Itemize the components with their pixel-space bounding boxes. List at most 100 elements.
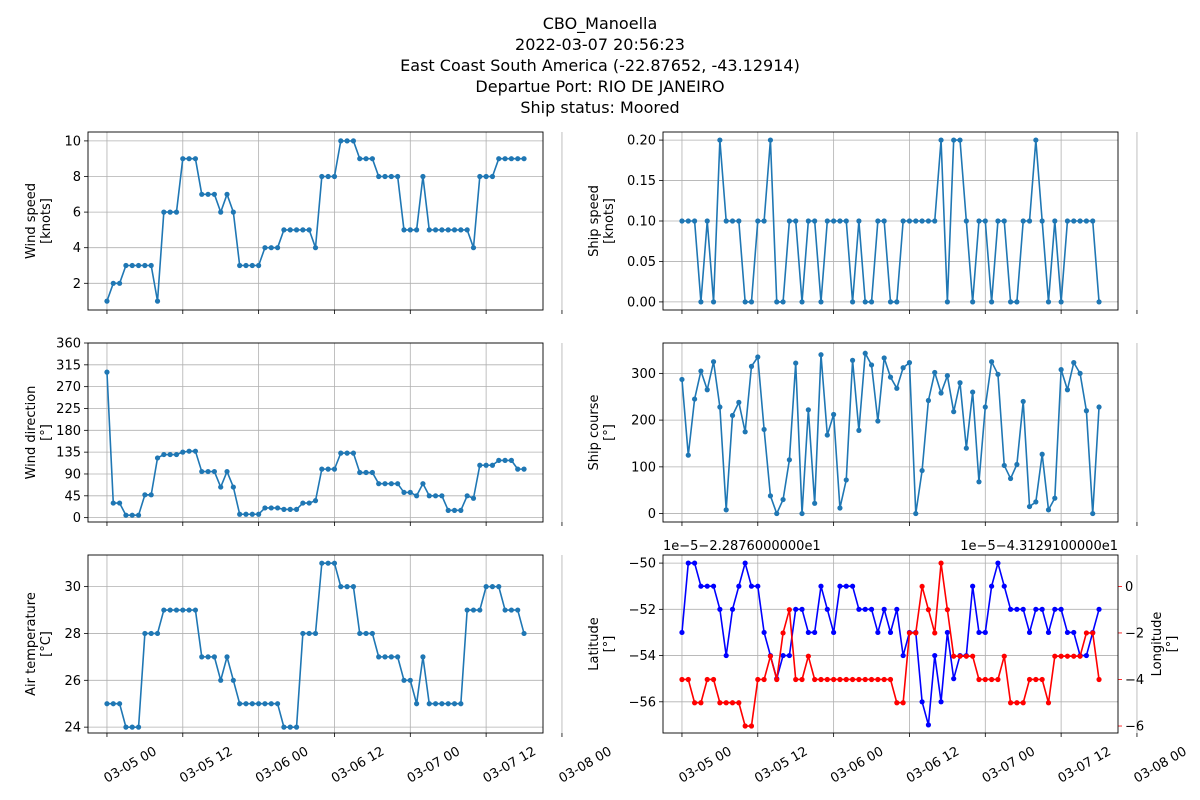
data-point — [710, 676, 717, 683]
data-point — [262, 505, 268, 511]
data-point — [1058, 367, 1064, 373]
y-tick-label: 28 — [64, 627, 81, 642]
data-point — [1007, 475, 1014, 482]
left-ylabel: Ship course [°] — [587, 395, 617, 471]
x-tick-label: 03-07 00 — [405, 744, 463, 786]
data-point — [900, 700, 906, 706]
data-point — [685, 218, 691, 224]
data-point — [331, 173, 338, 180]
data-point — [363, 630, 369, 637]
data-point — [995, 560, 1001, 566]
data-point — [761, 426, 767, 433]
data-point — [957, 137, 963, 143]
x-axis — [106, 522, 563, 526]
data-point — [894, 385, 900, 391]
right-offset-text: 1e−5−4.3129100000e1 — [960, 539, 1118, 554]
data-point — [843, 676, 849, 683]
data-point — [451, 507, 458, 513]
data-point — [938, 699, 944, 705]
data-point — [944, 299, 950, 305]
y-tick-label: 0.20 — [627, 134, 656, 149]
data-point — [982, 629, 988, 636]
ylabel-line-2: [°C] — [39, 631, 54, 657]
data-point — [951, 409, 957, 415]
data-point — [995, 676, 1001, 683]
data-point — [382, 654, 388, 660]
data-point — [1045, 507, 1052, 513]
data-point — [414, 701, 420, 707]
x-tick-label: 03-05 00 — [101, 744, 159, 786]
y-tick-label: 0 — [1125, 580, 1133, 595]
data-point — [1014, 461, 1020, 468]
data-point — [938, 560, 944, 566]
data-point — [818, 352, 824, 358]
data-point — [237, 262, 243, 269]
data-point — [704, 676, 710, 683]
data-point — [154, 298, 161, 304]
data-point — [1007, 606, 1014, 612]
data-point — [736, 218, 742, 224]
data-point — [963, 653, 969, 659]
data-point — [793, 218, 799, 224]
data-point — [439, 227, 445, 233]
data-point — [1001, 462, 1007, 469]
data-point — [1001, 653, 1007, 659]
data-point — [1026, 503, 1033, 510]
data-point — [489, 173, 496, 180]
y-tick-label: 0.00 — [627, 295, 656, 310]
data-point — [142, 492, 148, 498]
data-point — [281, 724, 287, 730]
data-point — [717, 700, 723, 706]
x-tick-label: 03-07 12 — [481, 744, 539, 786]
data-point — [1020, 218, 1026, 224]
title-line-3: East Coast South America (-22.87652, -43… — [400, 56, 800, 75]
data-point — [192, 607, 199, 613]
data-point — [856, 606, 862, 612]
data-point — [502, 457, 508, 463]
data-point — [989, 583, 995, 589]
data-point — [995, 371, 1001, 377]
data-point — [742, 723, 748, 729]
data-point — [489, 584, 496, 590]
ylabel-line-1: Wind direction — [24, 386, 39, 480]
ylabel-line-2: [knots] — [602, 198, 617, 244]
data-point — [395, 654, 401, 660]
data-point — [818, 583, 824, 589]
data-point — [824, 218, 830, 224]
series-line — [681, 562, 1100, 726]
data-point — [812, 629, 818, 636]
data-point — [256, 262, 262, 269]
data-point — [458, 507, 464, 513]
data-point — [382, 481, 388, 487]
y-tick-label: 2 — [73, 277, 81, 292]
title-line-4: Departue Port: RIO DE JANEIRO — [475, 77, 724, 96]
data-point — [477, 607, 483, 613]
data-point — [944, 373, 950, 379]
data-point — [976, 479, 982, 485]
data-point — [161, 209, 167, 215]
data-point — [856, 676, 862, 683]
data-point — [1014, 299, 1020, 305]
plot-frame — [87, 131, 544, 311]
data-point — [837, 505, 843, 511]
data-point — [123, 262, 129, 269]
data-point — [350, 584, 357, 590]
y-tick-label: 270 — [56, 380, 81, 395]
data-point — [224, 654, 230, 660]
gridlines — [88, 555, 563, 733]
data-point — [306, 630, 312, 637]
data-point — [496, 457, 502, 463]
data-point — [110, 500, 116, 506]
data-point — [338, 584, 344, 590]
data-point — [432, 701, 439, 707]
data-point — [230, 209, 236, 215]
data-point — [780, 652, 786, 659]
data-point — [906, 360, 913, 366]
y-tick-label: 10 — [64, 134, 81, 149]
y-tick-label: −52 — [629, 603, 656, 618]
data-point — [521, 466, 527, 472]
data-point — [173, 451, 180, 458]
data-point — [1039, 606, 1045, 612]
data-point — [312, 245, 319, 251]
plot-frame — [662, 131, 1119, 311]
